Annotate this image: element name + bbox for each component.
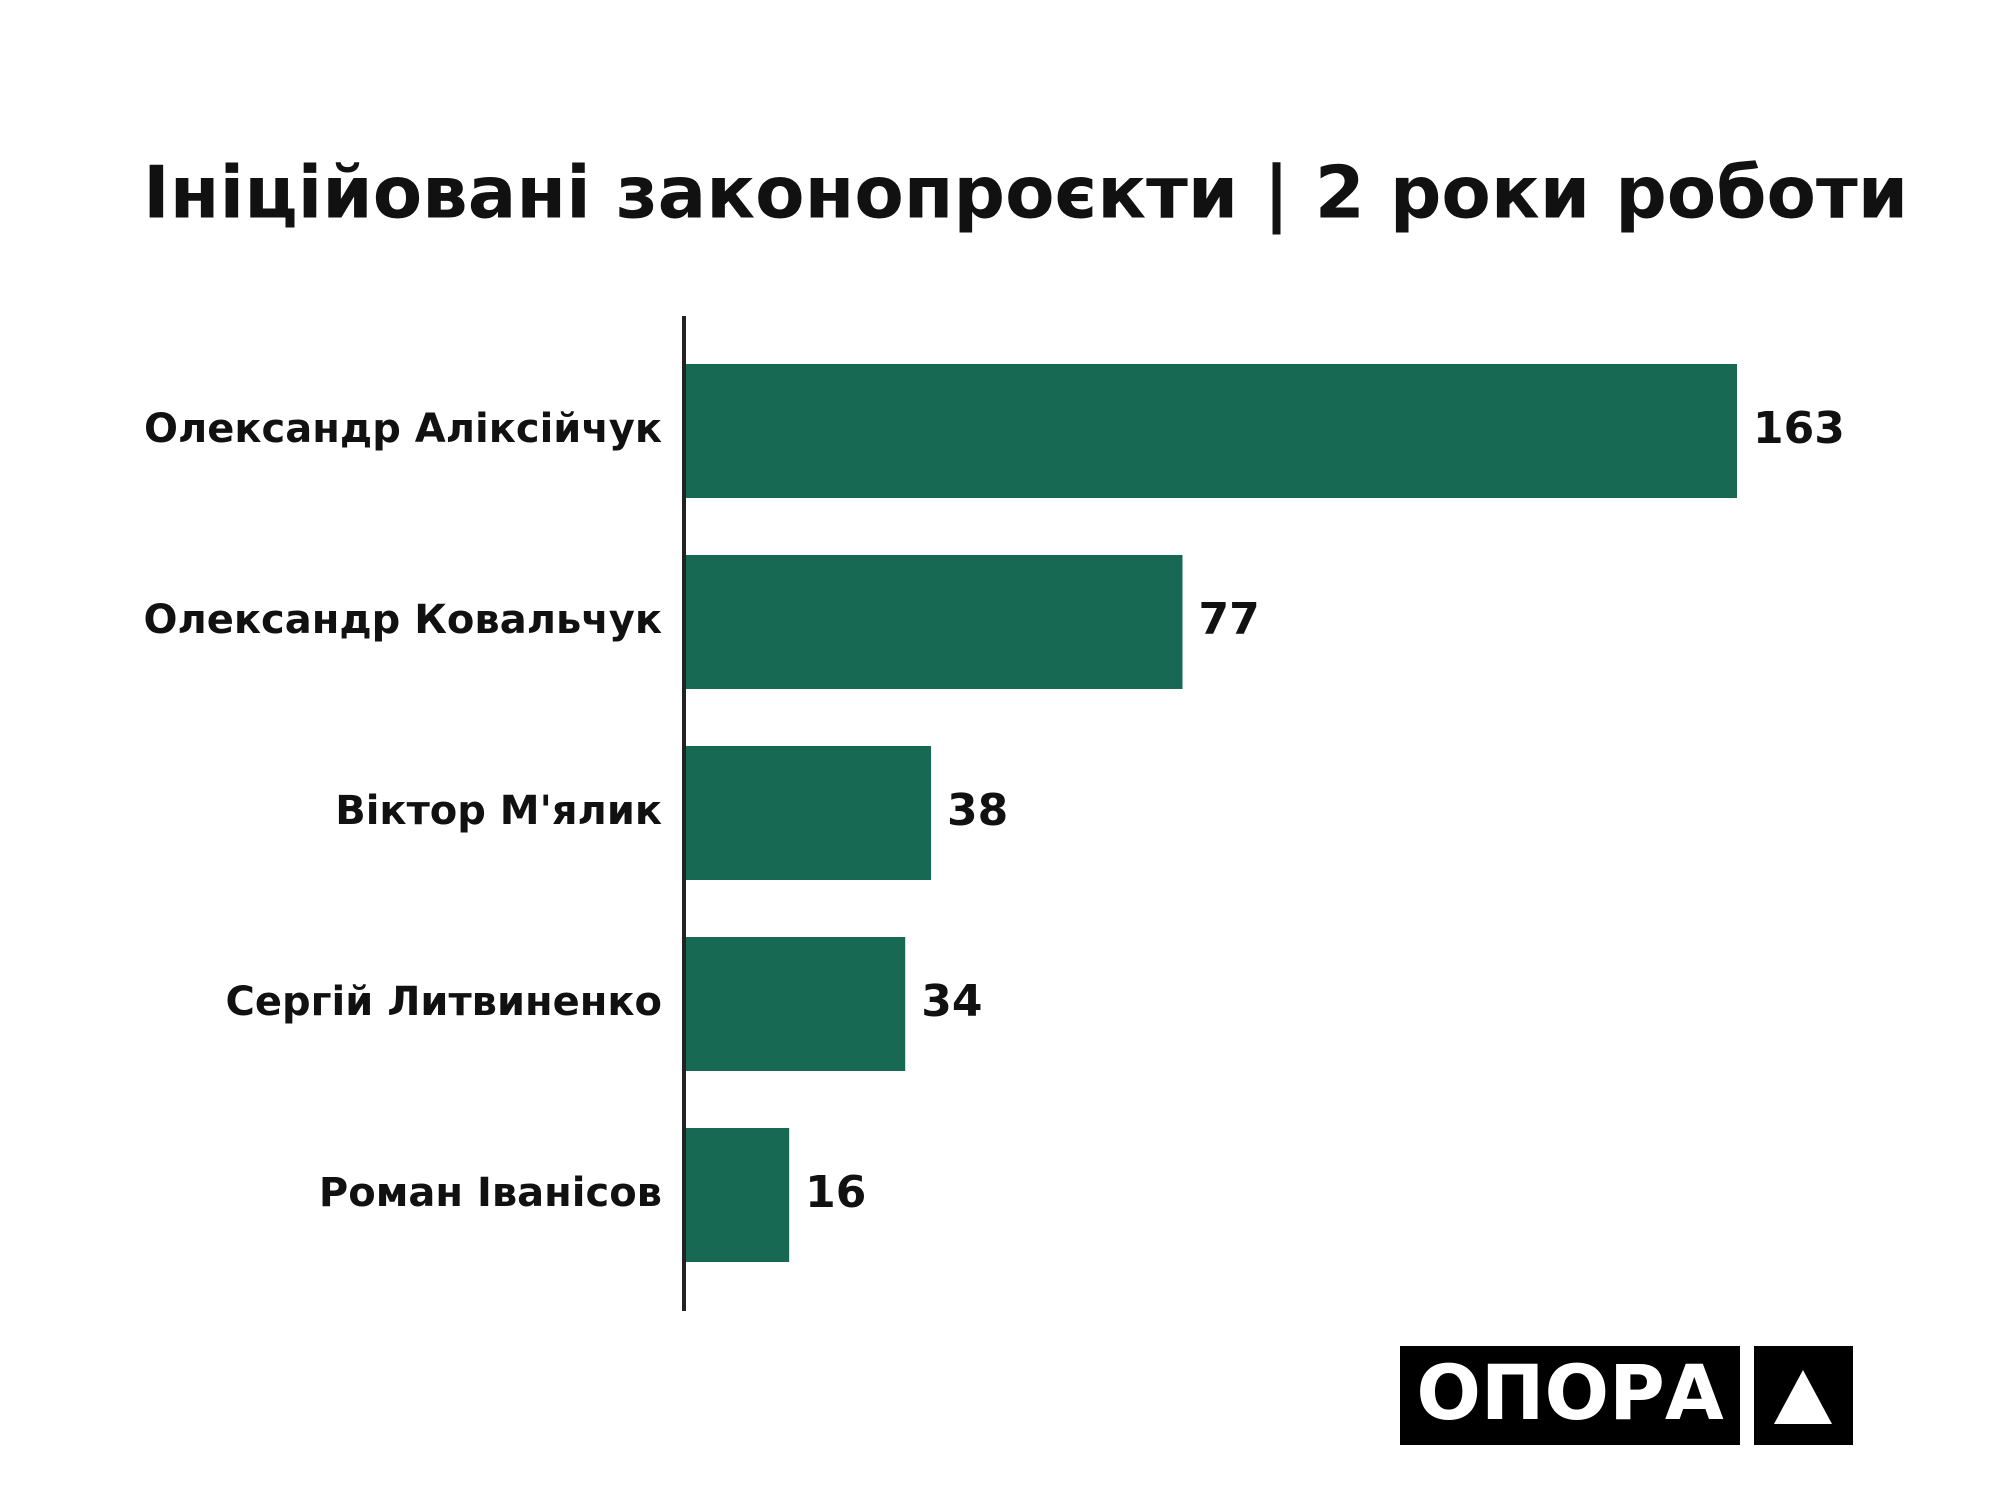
- logo: ОПОРА: [1400, 1346, 1853, 1445]
- category-label: Олександр Аліксійчук: [144, 406, 662, 452]
- category-label: Олександр Ковальчук: [143, 597, 662, 643]
- value-label: 38: [947, 785, 1008, 836]
- value-label: 34: [921, 976, 982, 1027]
- bar: [686, 1128, 790, 1262]
- value-label: 77: [1198, 594, 1259, 645]
- logo-triangle: [1774, 1370, 1832, 1424]
- bar: [686, 555, 1183, 689]
- category-label: Роман Іванісов: [319, 1170, 662, 1216]
- value-label: 163: [1753, 403, 1845, 454]
- value-label: 16: [805, 1167, 866, 1218]
- bar: [686, 364, 1737, 498]
- category-label: Сергій Литвиненко: [226, 979, 662, 1025]
- bar: [686, 937, 906, 1071]
- logo-box: [1400, 1346, 1740, 1445]
- chart-title: Ініційовані законопроєкти | 2 роки робот…: [143, 151, 1908, 236]
- category-label: Віктор М'ялик: [335, 788, 662, 834]
- bar: [686, 746, 932, 880]
- logo-text: ОПОРА: [1416, 1348, 1724, 1437]
